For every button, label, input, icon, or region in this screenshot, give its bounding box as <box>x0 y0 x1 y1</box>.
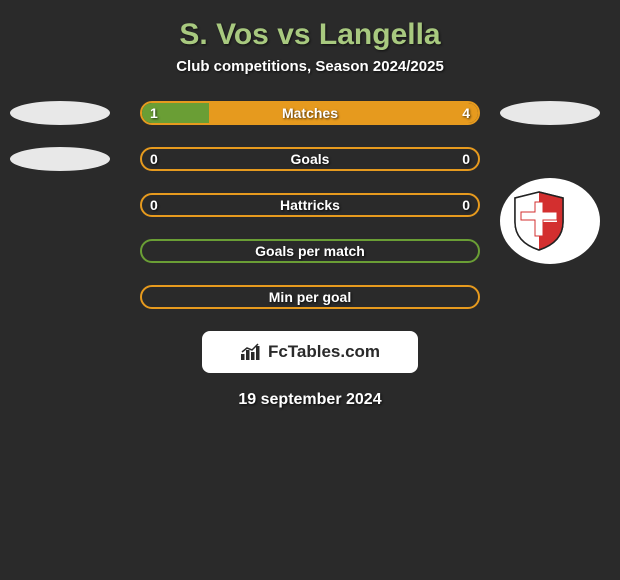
stat-bar: Matches 1 4 <box>140 101 480 125</box>
stat-value-left: 1 <box>150 105 158 121</box>
stat-bar: Hattricks 0 0 <box>140 193 480 217</box>
page-subtitle: Club competitions, Season 2024/2025 <box>0 58 620 75</box>
stat-value-right: 0 <box>462 197 470 213</box>
stat-label: Goals <box>291 151 330 167</box>
stat-row: Matches 1 4 <box>0 101 620 125</box>
stat-value-right: 4 <box>462 105 470 121</box>
stat-label: Min per goal <box>269 289 351 305</box>
stat-value-right: 0 <box>462 151 470 167</box>
date-label: 19 september 2024 <box>0 391 620 409</box>
stat-label: Goals per match <box>255 243 365 259</box>
player-left-avatar <box>10 147 110 171</box>
bar-chart-icon <box>240 343 262 361</box>
fctables-attribution[interactable]: FcTables.com <box>202 331 418 373</box>
stat-bar: Goals 0 0 <box>140 147 480 171</box>
bar-right-segment <box>209 103 478 123</box>
club-badge-inner <box>513 184 587 258</box>
stat-value-left: 0 <box>150 151 158 167</box>
stat-row: Min per goal <box>0 285 620 309</box>
stat-label: Hattricks <box>280 197 340 213</box>
stat-bar: Goals per match <box>140 239 480 263</box>
stat-value-left: 0 <box>150 197 158 213</box>
page-title: S. Vos vs Langella <box>0 18 620 52</box>
stat-label: Matches <box>282 105 338 121</box>
club-badge <box>500 178 600 264</box>
comparison-widget: S. Vos vs Langella Club competitions, Se… <box>0 0 620 419</box>
stat-row: Goals 0 0 <box>0 147 620 171</box>
player-left-avatar <box>10 101 110 125</box>
player-right-avatar <box>500 101 600 125</box>
shield-icon <box>513 190 565 252</box>
stat-bar: Min per goal <box>140 285 480 309</box>
fctables-label: FcTables.com <box>268 342 380 362</box>
